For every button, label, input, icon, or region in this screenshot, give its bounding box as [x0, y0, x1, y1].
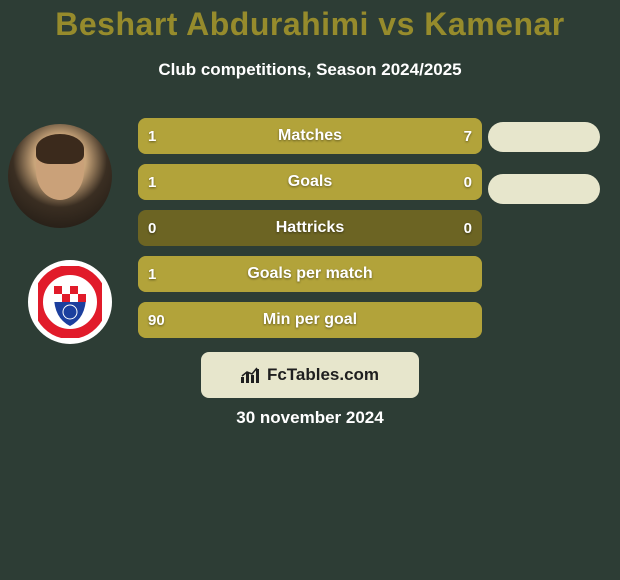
stat-bar: 00Hattricks: [138, 210, 482, 246]
player-face-placeholder: [8, 124, 112, 228]
stat-label: Min per goal: [138, 302, 482, 338]
right-pill-2: [488, 174, 600, 204]
stat-label: Hattricks: [138, 210, 482, 246]
player-left-photo: [8, 124, 112, 228]
stat-label: Goals: [138, 164, 482, 200]
stat-bar: 1Goals per match: [138, 256, 482, 292]
right-pill-1: [488, 122, 600, 152]
page-subtitle: Club competitions, Season 2024/2025: [0, 60, 620, 80]
stat-label: Matches: [138, 118, 482, 154]
source-badge: FcTables.com: [201, 352, 419, 398]
player-right-club-badge: [516, 260, 600, 344]
page-title: Beshart Abdurahimi vs Kamenar: [0, 6, 620, 43]
stat-label: Goals per match: [138, 256, 482, 292]
stat-bar: 10Goals: [138, 164, 482, 200]
source-badge-text: FcTables.com: [267, 365, 379, 385]
comparison-card: Beshart Abdurahimi vs Kamenar Club compe…: [0, 0, 620, 580]
stat-bar: 90Min per goal: [138, 302, 482, 338]
player-left-club-badge: [28, 260, 112, 344]
stat-bar: 17Matches: [138, 118, 482, 154]
bar-chart-icon: [241, 367, 261, 383]
footer-date: 30 november 2024: [0, 408, 620, 428]
shield-icon: [38, 266, 102, 338]
stat-bars: 17Matches 10Goals 00Hattricks 1Goals per ma…: [138, 118, 482, 348]
